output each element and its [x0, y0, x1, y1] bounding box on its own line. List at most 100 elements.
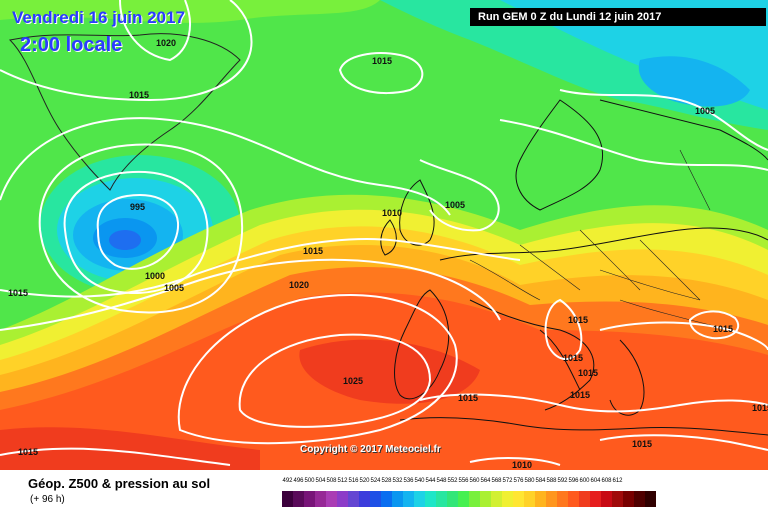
scale-label: 556 [458, 478, 469, 484]
scale-swatch [436, 491, 447, 507]
greenland-coast [8, 33, 241, 191]
scale-swatch [480, 491, 491, 507]
europe-coast [380, 99, 768, 436]
scale-label: 496 [293, 478, 304, 484]
scale-label: 560 [469, 478, 480, 484]
isobar-label: 1005 [695, 106, 716, 116]
scale-swatch [425, 491, 436, 507]
scale-swatch [370, 491, 381, 507]
isobar-1015-east-closed [688, 310, 740, 340]
parameter-title: Géop. Z500 & pression au sol [28, 476, 211, 491]
isobar-label: 995 [130, 202, 146, 212]
geopotential-field [0, 0, 768, 470]
isobar-1020-mid [0, 258, 501, 331]
legend-area: Géop. Z500 & pression au sol (+ 96 h) 49… [0, 470, 768, 512]
scale-label: 500 [304, 478, 315, 484]
scale-label: 580 [524, 478, 535, 484]
scale-swatch [282, 491, 293, 507]
isobar-label: 1015 [632, 439, 653, 449]
isobar-label: 1015 [8, 288, 29, 298]
run-info: Run GEM 0 Z du Lundi 12 juin 2017 [470, 8, 766, 26]
isobar-1015-med [419, 393, 768, 413]
scale-swatch [546, 491, 557, 507]
scale-swatch [623, 491, 634, 507]
scale-label: 584 [535, 478, 546, 484]
scale-swatch [601, 491, 612, 507]
scale-swatch [568, 491, 579, 507]
scale-label: 608 [601, 478, 612, 484]
isobar-1005 [38, 143, 244, 314]
field-lime-n [0, 0, 380, 23]
isobar-label: 1010 [382, 208, 403, 218]
scale-label [634, 478, 645, 490]
scale-label: 492 [282, 478, 293, 484]
scale-swatch [513, 491, 524, 507]
scale-label: 516 [348, 478, 359, 484]
scale-swatch [337, 491, 348, 507]
isobar-1020-high [177, 294, 458, 445]
scale-label [645, 478, 656, 490]
isobar-label: 1005 [164, 283, 185, 293]
isobar-label: 1000 [145, 271, 166, 281]
scale-swatch [447, 491, 458, 507]
scale-label: 568 [491, 478, 502, 484]
isobar-995 [96, 193, 180, 270]
isobar-label: 1005 [445, 200, 466, 210]
lead-time: (+ 96 h) [30, 494, 65, 505]
scale-swatch [326, 491, 337, 507]
isobar-label: 1015 [752, 403, 768, 413]
scale-swatch [590, 491, 601, 507]
isobar-1015-sw [0, 447, 231, 466]
scale-label: 528 [381, 478, 392, 484]
isobar-label: 1015 [303, 246, 324, 256]
weather-map: Vendredi 16 juin 2017 2:00 locale Run GE… [0, 0, 768, 470]
scale-swatch [645, 491, 656, 507]
scale-swatch [293, 491, 304, 507]
isobar-label: 1015 [713, 324, 734, 334]
color-scale: 492 496 500 504 508 512 516 520 524 528 532 536 540 5… [282, 478, 756, 507]
color-scale-bar [282, 491, 756, 507]
scale-swatch [403, 491, 414, 507]
scale-label: 508 [326, 478, 337, 484]
scale-label: 520 [359, 478, 370, 484]
isobar-label: 1015 [568, 315, 589, 325]
scale-label: 588 [546, 478, 557, 484]
isobar-label: 1015 [129, 90, 150, 100]
scale-label: 548 [436, 478, 447, 484]
scale-label: 532 [392, 478, 403, 484]
scale-label: 604 [590, 478, 601, 484]
isobar-1015-sed [599, 434, 768, 451]
color-scale-labels: 492 496 500 504 508 512 516 520 524 528 532 536 540 5… [282, 478, 756, 490]
isobars [0, 0, 768, 466]
scale-swatch [304, 491, 315, 507]
scale-swatch [381, 491, 392, 507]
isobar-1010-east [499, 119, 768, 171]
isobar-1010-africa [469, 457, 561, 466]
scale-label: 540 [414, 478, 425, 484]
isobar-label: 1015 [458, 393, 479, 403]
scale-label [623, 478, 634, 490]
isobar-label: 1015 [18, 447, 39, 457]
local-time: 2:00 locale [20, 34, 123, 56]
scale-label: 552 [447, 478, 458, 484]
field-low-center [109, 230, 141, 250]
scale-swatch [359, 491, 370, 507]
isobar-label: 1015 [578, 368, 599, 378]
field-blue-ne [638, 56, 750, 107]
scale-label: 572 [502, 478, 513, 484]
scale-label: 612 [612, 478, 623, 484]
scale-swatch [502, 491, 513, 507]
scale-label: 592 [557, 478, 568, 484]
isobar-1015-greenland [0, 0, 253, 102]
isobar-label: 1015 [570, 390, 591, 400]
scale-label: 536 [403, 478, 414, 484]
copyright: Copyright © 2017 Meteociel.fr [300, 444, 441, 455]
valid-date: Vendredi 16 juin 2017 [12, 8, 185, 27]
scale-label: 504 [315, 478, 326, 484]
isobar-label: 1015 [563, 353, 584, 363]
scale-label: 564 [480, 478, 491, 484]
field-red-sw [0, 427, 260, 470]
scale-label: 600 [579, 478, 590, 484]
scale-label: 596 [568, 478, 579, 484]
scale-swatch [634, 491, 645, 507]
